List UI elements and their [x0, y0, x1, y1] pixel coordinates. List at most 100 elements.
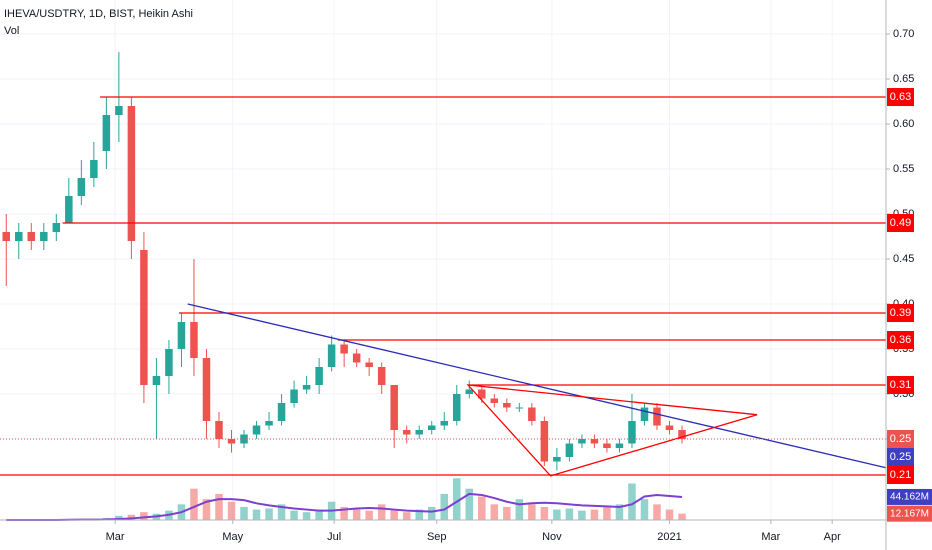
- volume-bar: [427, 506, 436, 520]
- candle-body: [202, 358, 211, 422]
- volume-bar: [415, 509, 423, 520]
- candle-body: [227, 439, 236, 444]
- candle-body: [390, 385, 398, 431]
- x-tick-label: May: [222, 531, 243, 543]
- volume-bar: [640, 499, 649, 520]
- volume-bar: [202, 499, 211, 520]
- x-tick-label: Sep: [427, 531, 447, 543]
- y-tick-label: 0.45: [893, 253, 914, 265]
- volume-bar: [215, 493, 223, 520]
- y-tick-label: 0.55: [893, 163, 914, 175]
- candle-body: [540, 421, 549, 462]
- volume-bar: [553, 509, 561, 520]
- volume-bar: [252, 509, 261, 520]
- volume-bar: [340, 506, 348, 520]
- volume-bar: [528, 504, 536, 520]
- level-label: 0.49: [890, 217, 911, 229]
- volume-bar: [628, 483, 636, 520]
- volume-bar: [302, 512, 311, 520]
- level-label-box: [887, 304, 914, 323]
- last-price-label: 0.25: [890, 433, 911, 445]
- candle-body: [77, 178, 86, 197]
- volume-bar: [315, 509, 323, 520]
- chart-title: IHEVA/USDTRY, 1D, BIST, Heikin Ashi: [4, 8, 193, 20]
- candle-body: [65, 196, 73, 224]
- candle-body: [653, 407, 661, 426]
- volume-bar: [540, 506, 549, 520]
- volume-bar: [402, 512, 411, 520]
- volume-ma-label: 44.162M: [890, 492, 929, 503]
- level-label: 0.39: [890, 307, 911, 319]
- candle-body: [215, 421, 223, 440]
- volume-bar: [240, 506, 248, 520]
- candle-body: [190, 322, 198, 359]
- candle-body: [377, 367, 386, 386]
- y-tick-label: 0.60: [893, 118, 914, 130]
- candle-body: [27, 232, 36, 242]
- triangle-pattern: [466, 384, 758, 477]
- candle-body: [127, 106, 136, 242]
- candle-body: [240, 434, 248, 444]
- level-label-box: [887, 466, 914, 485]
- volume-ma-label-box: [887, 488, 932, 505]
- trend-line: [187, 303, 887, 469]
- candle-body: [553, 457, 561, 462]
- volume-bar: [578, 510, 586, 520]
- candle-body: [515, 407, 524, 409]
- volume-bar: [490, 504, 499, 520]
- candle-body: [15, 232, 23, 242]
- volume-bar: [453, 478, 461, 520]
- last-price-box-2: [887, 448, 914, 467]
- candle-body: [603, 443, 611, 449]
- volume-bar: [390, 509, 398, 520]
- level-label: 0.63: [890, 91, 911, 103]
- x-tick-label: Mar: [761, 531, 780, 543]
- volume-bar: [377, 504, 386, 520]
- volume-bar: [365, 510, 373, 520]
- candle-body: [365, 362, 373, 368]
- volume-ma: [6, 492, 683, 521]
- level-label-box: [887, 88, 914, 107]
- level-label: 0.36: [890, 334, 911, 346]
- volume-bar: [190, 488, 198, 520]
- candle-body: [490, 398, 499, 404]
- level-label-box: [887, 331, 914, 350]
- candle-body: [352, 353, 361, 363]
- candle-body: [115, 106, 123, 116]
- candle-body: [290, 389, 298, 404]
- candle-body: [315, 367, 323, 386]
- volume-title: Vol: [4, 25, 19, 37]
- candle-body: [340, 344, 348, 354]
- candle-body: [165, 349, 173, 377]
- x-tick-label: Nov: [542, 531, 562, 543]
- volume-bar: [665, 509, 674, 520]
- candle-body: [102, 115, 111, 152]
- volume-bar: [515, 499, 524, 520]
- volume-bar: [465, 488, 474, 520]
- volume-bar: [352, 509, 361, 520]
- candle-body: [427, 425, 436, 431]
- candle-body: [252, 425, 261, 435]
- candle-body: [565, 443, 574, 458]
- volume-bar: [290, 510, 298, 520]
- volume-bar: [115, 515, 123, 520]
- volume-bar: [478, 496, 486, 520]
- last-price-label-2: 0.25: [890, 451, 911, 463]
- volume-bar: [277, 504, 286, 520]
- candle-body: [52, 223, 61, 233]
- candle-body: [665, 425, 674, 431]
- candle-body: [90, 160, 98, 179]
- x-tick-label: Apr: [824, 531, 841, 543]
- candle-body: [265, 421, 273, 426]
- candle-body: [528, 407, 536, 422]
- candle-body: [277, 403, 286, 422]
- volume-bar: [603, 506, 611, 520]
- level-label: 0.31: [890, 379, 911, 391]
- x-tick-label: Mar: [106, 531, 125, 543]
- candle-body: [327, 344, 336, 368]
- x-tick-label: Jul: [327, 531, 341, 543]
- volume-label: 12.167M: [890, 508, 929, 519]
- candle-body: [503, 403, 511, 408]
- candle-body: [615, 443, 624, 449]
